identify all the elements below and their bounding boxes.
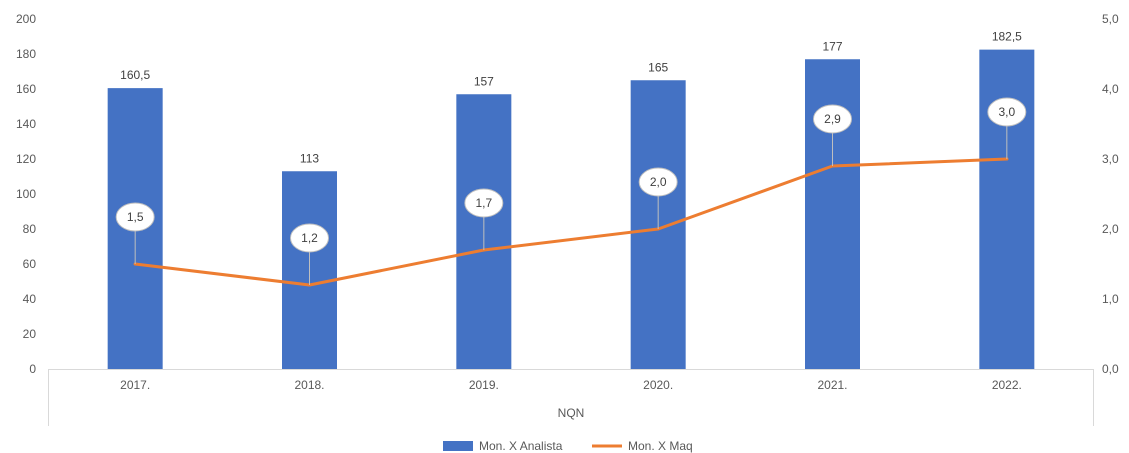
callout-bubble: [290, 223, 329, 253]
y-left-tick-label: 180: [16, 47, 36, 61]
y-right-tick-label: 2,0: [1102, 222, 1119, 236]
callout-bubble: [464, 188, 504, 218]
line-data-label: 2,9: [824, 112, 841, 126]
x-tick-label: 2020.: [643, 378, 673, 392]
x-group-label: NQN: [558, 406, 585, 420]
callout-bubble: [115, 202, 155, 232]
y-left-tick-label: 200: [16, 12, 36, 26]
callout-bubble: [813, 104, 852, 134]
y-left-tick-label: 0: [29, 362, 36, 376]
line-data-label: 1,2: [301, 231, 318, 245]
legend-bar-label: Mon. X Analista: [479, 439, 563, 453]
line-data-label: 3,0: [998, 105, 1015, 119]
x-tick-label: 2019.: [469, 378, 499, 392]
axes: 0 20 40 60 80 100 120 140 160 180 200 0,0 1,0 2,0 3,0 4…: [16, 12, 1119, 426]
line-data-label: 1,7: [475, 196, 492, 210]
bar-data-label: 160,5: [120, 68, 150, 82]
x-tick-label: 2018.: [294, 378, 324, 392]
line-path: [133, 157, 1009, 287]
y-right-tick-label: 4,0: [1102, 82, 1119, 96]
y-right-tick-label: 3,0: [1102, 152, 1119, 166]
line-data-label: 1,5: [127, 210, 144, 224]
bar-data-label: 177: [822, 39, 842, 53]
x-tick-label: 2022.: [992, 378, 1022, 392]
y-left-tick-label: 60: [23, 257, 37, 271]
y-left-tick-label: 80: [23, 222, 37, 236]
bar-data-label: 157: [474, 74, 494, 88]
bar-series: [107, 49, 1035, 369]
y-left-tick-label: 100: [16, 187, 36, 201]
data-labels: 160,5 113 157 165 177 182,5 1,5 1,2 1,7 2,0 2,9 3,0: [115, 30, 1027, 285]
y-left-tick-label: 40: [23, 292, 37, 306]
y-left-tick-label: 20: [23, 327, 37, 341]
legend-line-label: Mon. X Maq: [628, 439, 693, 453]
line-data-label: 2,0: [650, 175, 667, 189]
bar-data-label: 182,5: [992, 30, 1022, 44]
legend: Mon. X Analista Mon. X Maq: [443, 439, 693, 453]
x-tick-label: 2021.: [817, 378, 847, 392]
y-right-tick-label: 0,0: [1102, 362, 1119, 376]
x-tick-label: 2017.: [120, 378, 150, 392]
y-right-tick-label: 1,0: [1102, 292, 1119, 306]
bar-data-label: 113: [300, 151, 319, 165]
y-left-tick-label: 140: [16, 117, 36, 131]
line-series: [133, 157, 1009, 287]
y-left-tick-label: 120: [16, 152, 36, 166]
legend-bar-swatch: [443, 441, 473, 451]
bar-data-label: 165: [648, 60, 668, 74]
callout-bubble: [638, 167, 678, 197]
y-left-tick-label: 160: [16, 82, 36, 96]
y-right-tick-label: 5,0: [1102, 12, 1119, 26]
callout-bubble: [987, 97, 1027, 127]
